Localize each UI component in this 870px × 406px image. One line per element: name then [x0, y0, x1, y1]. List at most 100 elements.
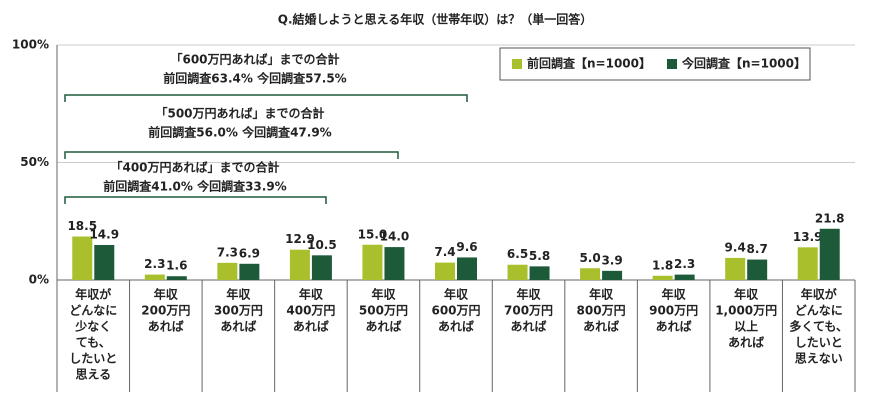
- x-tick-label: あれば: [148, 319, 184, 334]
- x-tick-label: 年収: [299, 287, 324, 302]
- bar: [166, 276, 187, 280]
- x-tick-label: 年収が: [801, 287, 837, 302]
- x-tick-label: 600万円: [431, 304, 480, 318]
- x-tick-label: 500万円: [359, 304, 408, 318]
- bar: [602, 270, 623, 280]
- x-tick-label: 思える: [75, 368, 111, 382]
- x-tick-label: あれば: [583, 319, 619, 334]
- bar: [384, 247, 405, 280]
- value-label: 9.4: [725, 240, 746, 254]
- x-tick-label: 1,000万円: [715, 304, 777, 318]
- x-tick-label: 900万円: [649, 304, 698, 318]
- value-label: 2.3: [144, 257, 165, 271]
- x-tick-label: 年収: [662, 287, 687, 302]
- y-tick-label: 100%: [12, 38, 49, 52]
- x-tick-label: あれば: [438, 319, 474, 334]
- x-tick-label: あれば: [656, 319, 692, 334]
- value-label: 14.9: [89, 227, 119, 241]
- x-tick-label: 300万円: [214, 304, 263, 318]
- bar: [239, 263, 260, 280]
- x-tick-label: 以上: [734, 319, 758, 334]
- value-label: 18.5: [67, 219, 97, 233]
- value-label: 5.0: [579, 251, 600, 265]
- value-label: 7.4: [434, 245, 455, 259]
- x-tick-label: したいと: [795, 336, 843, 350]
- x-tick-label: 年収: [154, 287, 179, 302]
- x-tick-label: 800万円: [577, 304, 626, 318]
- value-label: 12.9: [285, 232, 315, 246]
- bar: [72, 236, 93, 280]
- bar: [289, 249, 310, 280]
- value-label: 21.8: [815, 211, 845, 225]
- value-label: 13.9: [793, 230, 823, 244]
- x-tick-label: 400万円: [286, 304, 335, 318]
- value-label: 1.8: [652, 258, 673, 272]
- annotation: 前回調査63.4% 今回調査57.5%: [163, 71, 346, 86]
- x-tick-label: 年収: [734, 287, 759, 302]
- x-tick-label: あれば: [511, 319, 547, 334]
- x-tick-label: 少なく: [74, 319, 111, 334]
- x-tick-label: ても、: [76, 336, 111, 350]
- x-tick-label: あれば: [365, 319, 401, 334]
- x-tick-label: したいと: [69, 352, 117, 366]
- x-tick-label: あれば: [293, 319, 329, 334]
- bracket: [64, 94, 468, 102]
- x-tick-label: あれば: [728, 335, 764, 350]
- annotation: 「400万円あれば」までの合計: [110, 160, 279, 175]
- bar: [94, 244, 115, 280]
- x-tick-label: 多くても、: [789, 319, 848, 334]
- legend-swatch: [512, 59, 522, 69]
- bar: [674, 274, 695, 280]
- value-label: 15.0: [358, 227, 388, 241]
- value-label: 8.7: [747, 242, 768, 256]
- value-label: 5.8: [529, 249, 550, 263]
- x-tick-label: 年収: [371, 287, 396, 302]
- value-label: 3.9: [601, 253, 622, 267]
- bar: [311, 255, 332, 280]
- x-tick-label: 年収が: [75, 287, 111, 302]
- x-tick-label: 年収: [589, 287, 614, 302]
- value-label: 14.0: [380, 230, 410, 244]
- bar: [144, 274, 165, 280]
- bar: [362, 244, 383, 280]
- x-tick-label: 年収: [226, 287, 251, 302]
- legend-swatch: [667, 59, 677, 69]
- value-label: 6.9: [239, 246, 260, 260]
- bar: [507, 264, 528, 280]
- x-tick-label: どんなに: [795, 304, 843, 318]
- bracket: [64, 196, 327, 204]
- x-tick-label: 年収: [444, 287, 469, 302]
- value-label: 2.3: [674, 257, 695, 271]
- value-label: 7.3: [217, 245, 238, 259]
- bar: [217, 262, 238, 280]
- bar: [529, 266, 550, 280]
- bracket: [64, 151, 399, 159]
- bar: [435, 262, 455, 280]
- legend-label: 今回調査【n=1000】: [681, 56, 806, 71]
- annotation: 前回調査41.0% 今回調査33.9%: [103, 179, 286, 194]
- bar: [457, 257, 477, 280]
- value-label: 10.5: [307, 238, 337, 252]
- legend-box: [499, 47, 811, 81]
- legend-label: 前回調査【n=1000】: [527, 56, 651, 71]
- annotation: 「600万円あれば」までの合計: [170, 52, 339, 67]
- bar: [580, 268, 601, 280]
- bar: [797, 247, 818, 280]
- y-tick-label: 50%: [20, 155, 49, 169]
- annotation: 前回調査56.0% 今回調査47.9%: [148, 125, 331, 140]
- x-tick-label: 200万円: [141, 304, 190, 318]
- value-label: 9.6: [456, 240, 477, 254]
- value-label: 1.6: [166, 259, 187, 273]
- bar: [652, 275, 673, 280]
- bar: [725, 257, 746, 280]
- y-tick-label: 0%: [29, 273, 49, 287]
- bar: [747, 259, 768, 280]
- chart-title: Q.結婚しようと思える年収（世帯年収）は？（単一回答）: [278, 12, 592, 27]
- x-tick-label: 700万円: [504, 304, 553, 318]
- x-tick-label: あれば: [220, 319, 256, 334]
- value-label: 6.5: [507, 247, 528, 261]
- x-tick-label: 年収: [517, 287, 542, 302]
- x-tick-label: どんなに: [69, 304, 117, 318]
- annotation: 「500万円あれば」までの合計: [155, 106, 324, 121]
